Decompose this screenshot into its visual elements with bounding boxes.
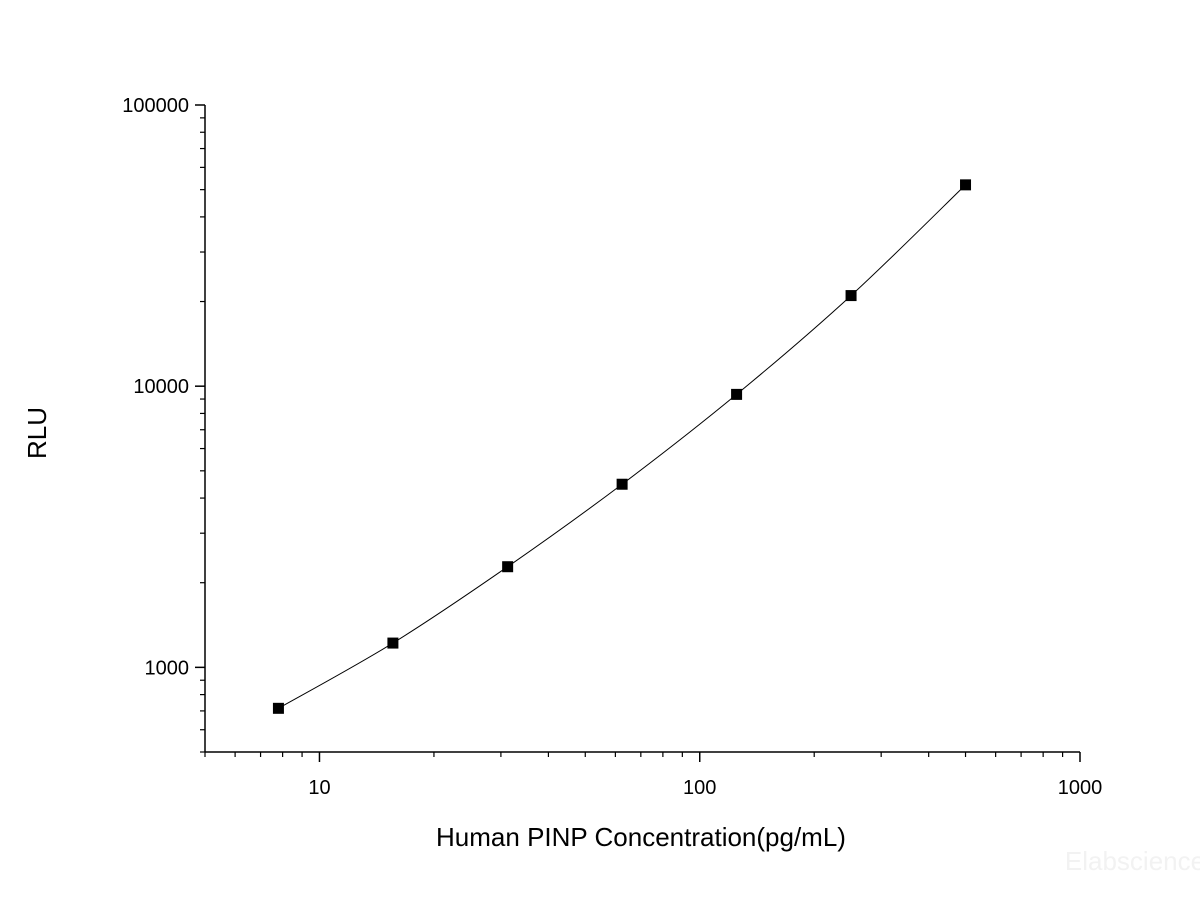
curve-layer: [278, 184, 966, 709]
data-point: [845, 290, 857, 302]
x-tick-label: 1000: [1058, 777, 1103, 799]
y-tick-label: 1000: [145, 657, 190, 679]
data-point: [731, 388, 743, 400]
axes: 10 100 1000 1000 10000 100000: [122, 95, 1102, 799]
x-tick-label: 100: [683, 777, 716, 799]
points-layer: [272, 179, 972, 714]
y-tick-label: 10000: [133, 376, 189, 398]
fit-curve: [278, 184, 966, 709]
data-point: [616, 478, 628, 490]
data-point: [960, 179, 972, 191]
watermark: Elabscience: [1065, 846, 1200, 876]
data-point: [387, 637, 399, 649]
x-tick-label: 10: [308, 777, 330, 799]
y-axis-label: RLU: [22, 407, 52, 459]
y-tick-label: 100000: [122, 95, 189, 117]
x-axis-label: Human PINP Concentration(pg/mL): [436, 822, 846, 852]
data-point: [272, 702, 284, 714]
data-point: [502, 561, 514, 573]
